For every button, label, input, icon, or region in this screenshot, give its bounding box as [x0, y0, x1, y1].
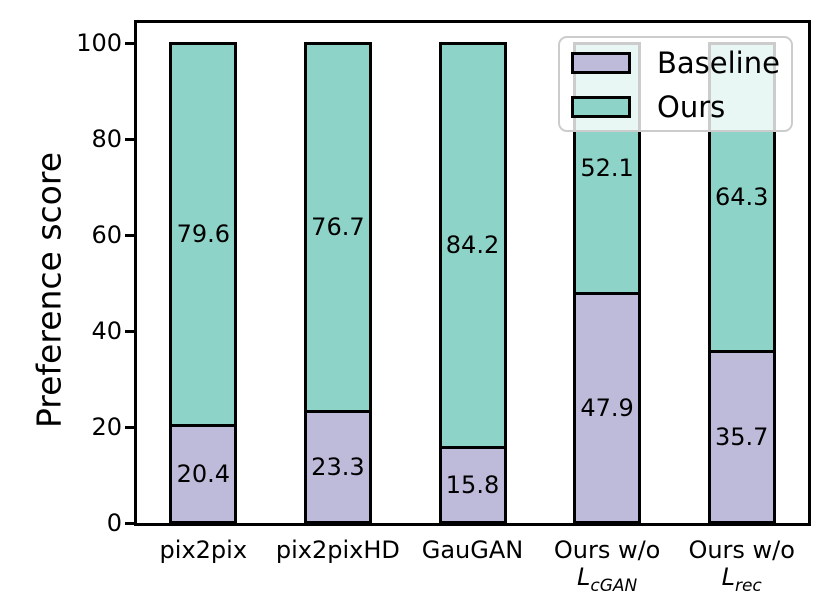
- x-tick-label-text: GauGAN: [421, 536, 524, 564]
- x-tick-label: Ours w/o Lrec: [662, 537, 822, 600]
- legend: Baseline Ours: [558, 36, 793, 132]
- bar-value-label-baseline: 35.7: [714, 423, 769, 452]
- y-axis-label: Preference score: [29, 151, 69, 429]
- legend-entry-baseline: Baseline: [571, 41, 791, 85]
- y-tick-mark: [125, 137, 136, 141]
- bar-segment-ours: [169, 41, 238, 427]
- bar-value-label-baseline: 15.8: [445, 471, 500, 500]
- bar-value-label-baseline: 23.3: [311, 453, 365, 482]
- legend-label-baseline: Baseline: [657, 45, 780, 80]
- bar-value-label-ours: 84.2: [445, 231, 500, 260]
- bar-segment-baseline: [707, 350, 776, 525]
- y-tick-label: 60: [91, 221, 122, 249]
- x-tick-label-text: Ours w/o: [553, 536, 661, 564]
- x-tick-label-math: Lrec: [721, 563, 762, 596]
- bar-value-label-baseline: 47.9: [580, 394, 634, 423]
- bar-value-label-baseline: 20.4: [176, 460, 231, 489]
- y-tick-mark: [125, 41, 136, 45]
- y-tick-label: 100: [76, 29, 122, 57]
- bar-value-label-ours: 52.1: [580, 154, 634, 183]
- x-tick-label: pix2pixHD: [258, 537, 418, 564]
- legend-swatch-ours: [571, 96, 631, 118]
- y-tick-mark: [125, 329, 136, 333]
- legend-entry-ours: Ours: [571, 85, 791, 129]
- x-tick-label-text: pix2pixHD: [275, 536, 400, 564]
- bar-value-label-ours: 79.6: [176, 220, 231, 249]
- bar-value-label-ours: 76.7: [311, 213, 365, 242]
- y-tick-label: 80: [91, 125, 122, 153]
- bar-segment-baseline: [169, 423, 238, 525]
- y-tick-label: 40: [91, 317, 122, 345]
- y-tick-label: 20: [91, 413, 122, 441]
- x-tick-label-text: Ours w/o: [688, 536, 795, 564]
- legend-swatch-baseline: [571, 52, 631, 74]
- bar-segment-ours: [303, 41, 372, 413]
- y-tick-mark: [125, 425, 136, 429]
- bar-segment-baseline: [573, 291, 642, 525]
- x-tick-label: pix2pix: [123, 537, 283, 564]
- y-tick-mark: [125, 233, 136, 237]
- x-tick-label: Ours w/o LcGAN: [527, 537, 687, 600]
- x-tick-label-text: pix2pix: [159, 536, 248, 564]
- y-tick-label: 0: [106, 509, 122, 537]
- bar-value-label-ours: 64.3: [714, 183, 769, 212]
- legend-label-ours: Ours: [657, 89, 726, 124]
- y-tick-mark: [125, 521, 136, 525]
- x-tick-label: GauGAN: [393, 537, 553, 564]
- bar-segment-baseline: [438, 445, 507, 525]
- x-tick-label-math: LcGAN: [576, 563, 638, 596]
- bar-segment-baseline: [303, 409, 372, 525]
